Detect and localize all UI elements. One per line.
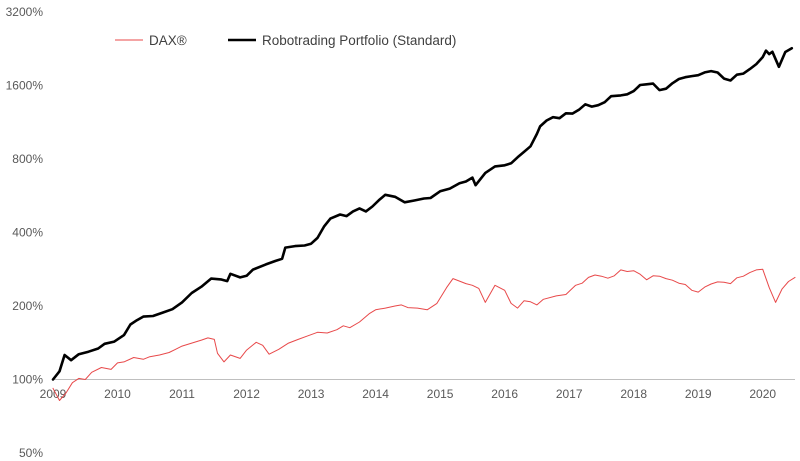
y-tick-label: 400% [12, 226, 43, 240]
legend-dax-label: DAX® [149, 33, 187, 48]
y-tick-label: 800% [12, 152, 43, 166]
x-tick-label: 2019 [685, 387, 712, 401]
x-tick-label: 2010 [104, 387, 131, 401]
y-tick-label: 200% [12, 299, 43, 313]
robotrading-series-line [51, 46, 794, 381]
x-tick-label: 2013 [298, 387, 325, 401]
series-layer [51, 46, 796, 401]
legend-robotrading-label: Robotrading Portfolio (Standard) [262, 33, 456, 48]
x-tick-label: 2016 [491, 387, 518, 401]
y-tick-label: 1600% [6, 79, 44, 93]
y-axis-tick-labels: 50% 100% 200% 400% 800% 1600% 3200% [6, 5, 44, 460]
legend: DAX® Robotrading Portfolio (Standard) [115, 33, 456, 48]
x-tick-label: 2018 [620, 387, 647, 401]
y-tick-label: 100% [12, 373, 43, 387]
x-axis-tick-labels: 2009 2010 2011 2012 2013 2014 2015 2016 2017 2018… [40, 387, 777, 401]
x-tick-label: 2011 [169, 387, 195, 401]
y-tick-label: 3200% [6, 5, 44, 19]
x-tick-label: 2020 [749, 387, 776, 401]
x-tick-label: 2017 [556, 387, 583, 401]
x-tick-label: 2012 [233, 387, 260, 401]
x-tick-label: 2009 [40, 387, 67, 401]
dax-series-line [52, 268, 796, 401]
y-tick-label: 50% [19, 446, 43, 460]
x-tick-label: 2014 [362, 387, 389, 401]
x-tick-label: 2015 [427, 387, 454, 401]
